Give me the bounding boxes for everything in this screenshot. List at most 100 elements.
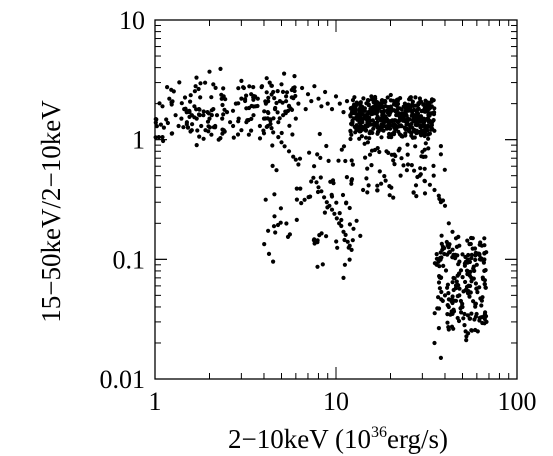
data-point — [299, 201, 304, 206]
data-point — [421, 108, 426, 113]
data-point — [411, 190, 416, 195]
data-point — [462, 311, 467, 317]
data-point — [171, 89, 176, 94]
data-point — [456, 271, 462, 276]
data-point — [213, 125, 218, 130]
data-point — [341, 110, 346, 115]
data-point — [475, 329, 480, 334]
data-point — [341, 144, 347, 149]
data-point — [293, 157, 298, 162]
data-point — [369, 94, 374, 99]
data-point — [481, 260, 486, 265]
data-point — [266, 251, 272, 256]
data-point — [460, 301, 465, 306]
data-point — [438, 200, 443, 205]
data-point — [375, 188, 380, 193]
data-point — [478, 240, 483, 245]
data-point — [483, 268, 488, 273]
data-point — [466, 331, 471, 336]
data-point — [241, 85, 246, 90]
data-point — [341, 275, 346, 280]
data-point — [456, 283, 461, 288]
data-point — [343, 158, 348, 164]
data-point — [472, 317, 477, 322]
data-point — [290, 132, 295, 137]
y-tick-label: 10 — [119, 6, 145, 35]
data-point — [440, 298, 445, 303]
data-point — [157, 101, 162, 106]
data-point — [249, 116, 254, 121]
data-point — [432, 187, 437, 193]
y-tick-label: 0.1 — [113, 245, 146, 274]
data-point — [275, 110, 280, 115]
data-point — [176, 123, 181, 129]
data-point — [389, 152, 394, 157]
data-point — [349, 247, 354, 252]
data-point — [193, 84, 198, 89]
data-point — [468, 283, 473, 289]
data-point — [201, 109, 206, 114]
data-point — [239, 96, 244, 101]
data-point — [209, 108, 214, 113]
data-point — [462, 323, 467, 328]
data-point — [471, 266, 476, 271]
data-point — [357, 136, 362, 141]
data-point — [280, 89, 286, 94]
data-point — [275, 89, 280, 94]
data-point — [335, 245, 340, 250]
data-point — [445, 312, 450, 317]
data-point — [282, 71, 287, 76]
y-tick-label: 1 — [132, 126, 145, 155]
data-point — [371, 126, 376, 131]
data-point — [307, 150, 312, 155]
data-point — [333, 94, 339, 99]
data-point — [403, 131, 408, 136]
data-point — [361, 96, 366, 101]
data-point — [309, 99, 314, 104]
data-point — [365, 140, 370, 145]
data-point — [264, 76, 269, 81]
data-point — [189, 128, 194, 133]
data-point — [339, 217, 344, 223]
data-point — [325, 205, 330, 210]
data-point — [391, 124, 396, 129]
data-point — [324, 200, 329, 205]
data-point — [236, 101, 241, 106]
data-point — [161, 138, 166, 144]
data-point — [334, 200, 339, 205]
data-point — [296, 101, 301, 106]
data-point — [247, 84, 252, 89]
data-point — [348, 136, 353, 142]
data-point — [405, 152, 410, 157]
data-point — [470, 236, 475, 241]
data-point — [267, 80, 272, 85]
data-point — [369, 163, 374, 168]
data-point — [412, 118, 417, 123]
data-point — [329, 107, 335, 112]
data-point — [397, 111, 402, 116]
data-point — [209, 95, 214, 100]
data-point — [350, 238, 355, 243]
data-point — [220, 127, 225, 132]
data-point — [439, 275, 444, 280]
data-point — [154, 117, 159, 122]
data-point — [188, 93, 193, 98]
data-point — [322, 210, 327, 215]
data-point — [169, 131, 174, 136]
data-point — [412, 135, 417, 140]
data-point — [344, 99, 350, 104]
data-point — [239, 78, 244, 83]
data-point — [351, 226, 356, 231]
data-point — [406, 127, 412, 132]
data-point — [399, 107, 404, 112]
data-point — [365, 190, 370, 195]
data-point — [261, 131, 267, 136]
data-point — [411, 103, 416, 108]
y-tick-label: 0.01 — [100, 365, 146, 394]
data-point — [292, 74, 297, 79]
data-point — [263, 197, 268, 202]
data-point — [190, 122, 195, 127]
data-point — [482, 281, 487, 287]
data-point — [417, 129, 422, 135]
data-point — [405, 142, 410, 147]
